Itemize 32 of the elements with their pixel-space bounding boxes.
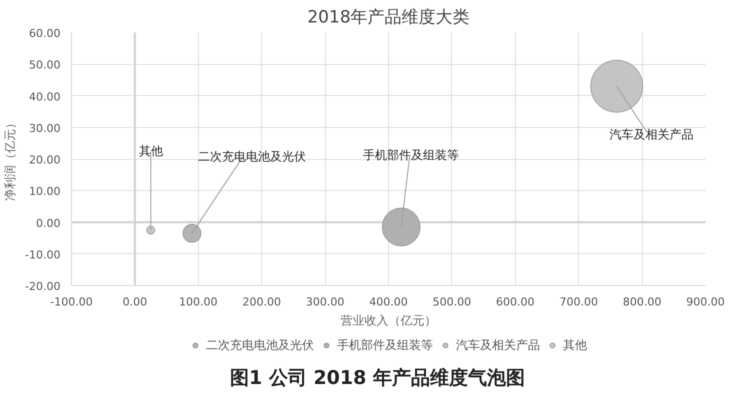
text: 手机部件及组装等 <box>363 148 460 162</box>
text: 汽车及相关产品 <box>610 127 694 142</box>
x-tick-label: -100.00 <box>50 296 93 308</box>
legend-label: 其他 <box>563 336 587 354</box>
x-axis-title: 营业收入（亿元） <box>340 314 436 328</box>
legend-label: 手机部件及组装等 <box>337 336 433 354</box>
y-tick-label: 60.00 <box>29 27 61 40</box>
x-tick-label: 900.00 <box>686 296 725 308</box>
caption: 图1 公司 2018 年产品维度气泡图 <box>230 366 525 391</box>
y-tick-label: 10.00 <box>29 185 61 198</box>
y-tick-label: -10.00 <box>25 248 61 262</box>
x-tick-label: 700.00 <box>559 296 598 308</box>
y-tick-label: 0.00 <box>36 216 61 230</box>
text: 二次充电电池及光伏 <box>198 149 306 164</box>
x-tick-label: 100.00 <box>179 296 218 308</box>
x-tick-label: 400.00 <box>369 296 408 308</box>
y-tick-label: 30.00 <box>29 122 61 135</box>
y-axis-title: 净利润（亿元） <box>3 117 18 201</box>
y-tick-label: 40.00 <box>29 90 61 104</box>
y-tick-label: -20.00 <box>25 280 61 293</box>
legend-label: 二次充电电池及光伏 <box>206 336 314 354</box>
x-tick-label: 200.00 <box>242 296 281 308</box>
y-tick-label: 50.00 <box>29 58 61 72</box>
x-tick-label: 600.00 <box>496 296 535 308</box>
legend-label: 汽车及相关产品 <box>456 336 540 354</box>
x-tick-label: 0.00 <box>122 296 148 308</box>
y-tick-label: 20.00 <box>29 154 61 166</box>
x-tick-label: 800.00 <box>622 296 662 308</box>
x-tick-label: 500.00 <box>432 296 472 308</box>
x-tick-label: 300.00 <box>306 296 344 308</box>
chart-title: 2018年产品维度大类 <box>307 8 470 28</box>
text: 其他 <box>138 144 163 158</box>
